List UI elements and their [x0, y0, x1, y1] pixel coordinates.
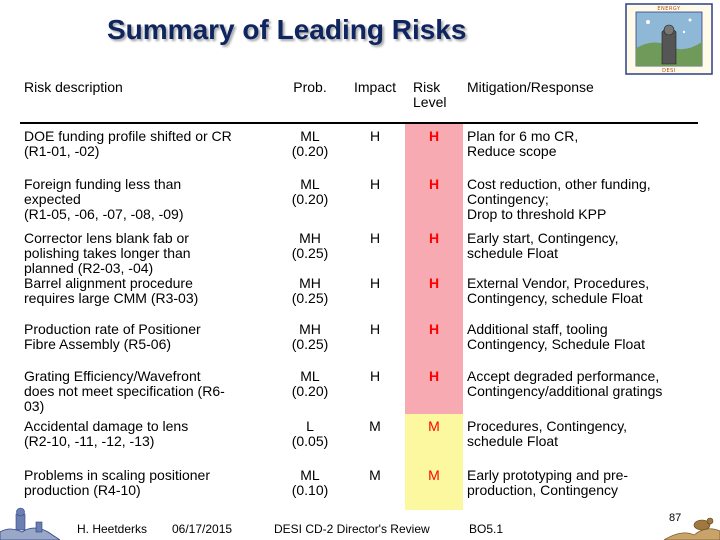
footer-review-title: DESI CD-2 Director's Review — [274, 522, 430, 536]
risk-level-cell: H — [405, 365, 463, 414]
probability-cell: ML (0.20) — [291, 368, 329, 399]
table-header-row: Risk description Prob. Impact Risk Level… — [20, 77, 698, 124]
slide-title: Summary of Leading Risks — [107, 14, 467, 45]
mitigation-cell: Cost reduction, other funding, Contingen… — [467, 176, 651, 222]
risk-table: Risk description Prob. Impact Risk Level… — [20, 77, 698, 510]
table-row: Barrel alignment procedure requires larg… — [20, 276, 698, 319]
table-row: Corrector lens blank fab or polishing ta… — [20, 230, 698, 276]
impact-cell: H — [369, 275, 381, 291]
impact-cell: M — [369, 467, 381, 483]
risk-level-cell: H — [405, 276, 463, 319]
impact-cell: H — [369, 176, 381, 192]
header-mitigation: Mitigation/Response — [463, 77, 698, 124]
probability-cell: MH (0.25) — [291, 230, 329, 261]
header-probability: Prob. — [275, 77, 345, 124]
impact-cell: H — [369, 321, 381, 337]
risk-description-cell: Accidental damage to lens (R2-10, -11, -… — [24, 418, 189, 449]
table-row: Foreign funding less than expected (R1-0… — [20, 173, 698, 230]
risk-level-cell: H — [405, 173, 463, 230]
header-risk-description: Risk description — [20, 77, 275, 124]
probability-cell: MH (0.25) — [291, 275, 329, 306]
table-row: Grating Efficiency/Wavefront does not me… — [20, 365, 698, 414]
risk-level-cell: H — [405, 230, 463, 276]
risk-description-cell: Barrel alignment procedure requires larg… — [24, 275, 199, 306]
risk-description-cell: Production rate of Positioner Fibre Asse… — [24, 321, 201, 352]
corner-decoration-icon — [664, 517, 720, 540]
svg-text:DESI: DESI — [662, 68, 676, 74]
impact-cell: H — [369, 128, 381, 144]
risk-level-cell: H — [405, 319, 463, 365]
risk-description-cell: Corrector lens blank fab or polishing ta… — [24, 230, 191, 276]
impact-cell: H — [369, 368, 381, 384]
mitigation-cell: Early prototyping and pre- production, C… — [467, 467, 629, 498]
footer-date: 06/17/2015 — [172, 522, 233, 536]
mitigation-cell: Plan for 6 mo CR, Reduce scope — [467, 128, 579, 159]
header-impact: Impact — [345, 77, 405, 124]
probability-cell: ML (0.20) — [291, 176, 329, 207]
risk-description-cell: Grating Efficiency/Wavefront does not me… — [24, 368, 225, 414]
impact-cell: M — [369, 418, 381, 434]
risk-level-cell: M — [405, 414, 463, 463]
risk-level-cell: H — [405, 123, 463, 173]
probability-cell: L (0.05) — [291, 418, 329, 449]
table-row: Accidental damage to lens (R2-10, -11, -… — [20, 414, 698, 463]
table-row: Production rate of Positioner Fibre Asse… — [20, 319, 698, 365]
page-number: 87 — [669, 512, 682, 524]
mitigation-cell: Accept degraded performance, Contingency… — [467, 368, 663, 399]
risk-level-cell: M — [405, 463, 463, 510]
table-row: DOE funding profile shifted or CR (R1-01… — [20, 123, 698, 173]
mitigation-cell: Additional staff, tooling Contingency, S… — [467, 321, 645, 352]
corner-decoration-icon — [0, 507, 60, 540]
table-row: Problems in scaling positioner productio… — [20, 463, 698, 510]
header-risk-level: Risk Level — [405, 77, 463, 124]
risk-description-cell: DOE funding profile shifted or CR (R1-01… — [24, 128, 232, 159]
footer-bo-number: BO5.1 — [469, 522, 504, 536]
desi-energy-logo-icon: ENERGY DESI — [625, 3, 713, 75]
mitigation-cell: Early start, Contingency, schedule Float — [467, 230, 619, 261]
impact-cell: H — [369, 230, 381, 246]
probability-cell: ML (0.10) — [291, 467, 329, 498]
footer-author: H. Heetderks — [77, 522, 148, 536]
probability-cell: ML (0.20) — [291, 128, 329, 159]
mitigation-cell: External Vendor, Procedures, Contingency… — [467, 275, 650, 306]
risk-description-cell: Foreign funding less than expected (R1-0… — [24, 176, 184, 222]
risk-description-cell: Problems in scaling positioner productio… — [24, 467, 210, 498]
probability-cell: MH (0.25) — [291, 321, 329, 352]
svg-text:ENERGY: ENERGY — [657, 6, 681, 12]
mitigation-cell: Procedures, Contingency, schedule Float — [467, 418, 628, 449]
